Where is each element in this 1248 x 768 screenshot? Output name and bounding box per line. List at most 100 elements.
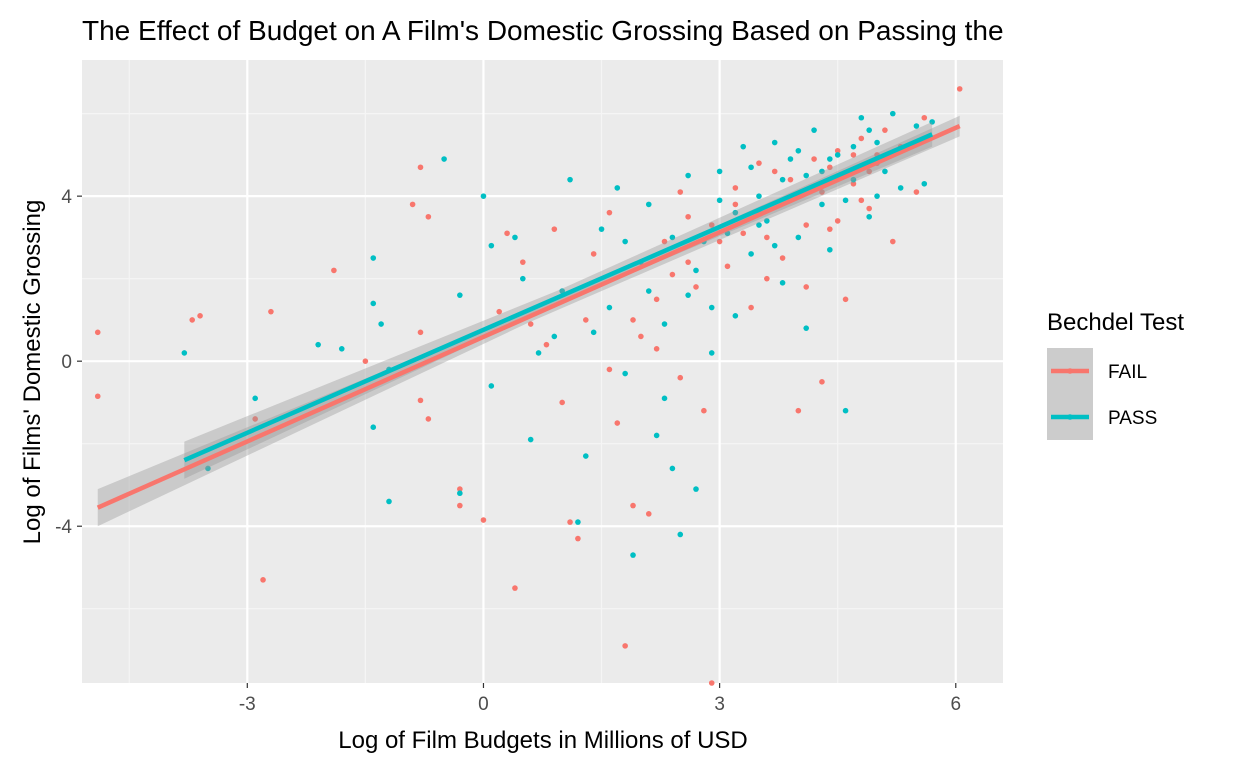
chart-title: The Effect of Budget on A Film's Domesti… bbox=[82, 15, 1004, 46]
point-pass bbox=[630, 552, 636, 558]
point-fail bbox=[693, 284, 699, 290]
point-pass bbox=[386, 498, 392, 505]
point-fail bbox=[882, 127, 888, 133]
point-pass bbox=[803, 172, 810, 179]
point-fail bbox=[677, 189, 684, 195]
point-pass bbox=[748, 251, 754, 257]
point-fail bbox=[850, 180, 857, 187]
x-tick-label: 3 bbox=[714, 694, 725, 715]
point-fail bbox=[260, 577, 266, 583]
point-pass bbox=[457, 490, 463, 497]
point-pass bbox=[756, 222, 762, 228]
point-fail bbox=[701, 407, 707, 414]
point-fail bbox=[409, 201, 416, 208]
point-pass bbox=[842, 197, 849, 204]
point-pass bbox=[779, 176, 786, 183]
point-fail bbox=[716, 238, 723, 245]
plot-panel bbox=[82, 60, 1003, 686]
point-pass bbox=[827, 246, 833, 253]
point-pass bbox=[512, 234, 518, 241]
point-fail bbox=[834, 218, 841, 224]
point-fail bbox=[457, 486, 463, 492]
legend: Bechdel Test FAIL PASS bbox=[1047, 309, 1184, 440]
point-pass bbox=[661, 321, 668, 327]
point-fail bbox=[669, 271, 676, 278]
point-pass bbox=[205, 465, 211, 472]
point-fail bbox=[94, 393, 101, 400]
point-pass bbox=[622, 370, 628, 377]
point-pass bbox=[874, 193, 880, 199]
point-fail bbox=[842, 296, 849, 303]
point-fail bbox=[527, 321, 534, 327]
point-pass bbox=[457, 292, 463, 298]
point-pass bbox=[913, 123, 920, 129]
point-pass bbox=[716, 197, 723, 204]
point-pass bbox=[850, 143, 857, 150]
point-fail bbox=[811, 156, 817, 162]
point-pass bbox=[740, 143, 747, 150]
point-fail bbox=[645, 511, 652, 517]
point-fail bbox=[457, 502, 463, 509]
point-fail bbox=[819, 379, 825, 385]
point-pass bbox=[764, 218, 770, 224]
series-pass-points bbox=[181, 110, 935, 558]
point-pass bbox=[771, 242, 778, 249]
point-pass bbox=[535, 350, 542, 356]
point-pass bbox=[622, 238, 628, 245]
point-pass bbox=[582, 453, 589, 459]
point-pass bbox=[252, 395, 258, 402]
point-fail bbox=[756, 160, 762, 166]
point-pass bbox=[370, 255, 377, 261]
point-pass bbox=[661, 395, 668, 402]
fit-line-fail bbox=[96, 123, 961, 510]
point-pass bbox=[882, 168, 888, 175]
point-pass bbox=[606, 304, 613, 311]
point-pass bbox=[441, 156, 447, 162]
y-tick-label: -4 bbox=[55, 517, 72, 538]
point-fail bbox=[858, 135, 865, 142]
point-fail bbox=[819, 189, 825, 195]
point-pass bbox=[370, 300, 377, 307]
point-pass bbox=[850, 176, 857, 183]
point-pass bbox=[315, 341, 321, 348]
point-pass bbox=[748, 164, 754, 171]
point-pass bbox=[779, 279, 786, 286]
point-fail bbox=[417, 329, 424, 336]
legend-entry-fail: FAIL bbox=[1047, 348, 1147, 394]
point-pass bbox=[338, 346, 345, 352]
point-fail bbox=[708, 680, 715, 686]
point-fail bbox=[630, 502, 636, 509]
legend-key-point bbox=[1067, 368, 1073, 374]
y-tick-label: 4 bbox=[61, 187, 72, 208]
point-fail bbox=[889, 238, 896, 245]
point-pass bbox=[834, 152, 841, 158]
point-fail bbox=[425, 213, 432, 220]
point-pass bbox=[795, 234, 802, 241]
legend-label: PASS bbox=[1108, 408, 1157, 429]
confidence-band-pass bbox=[184, 121, 933, 479]
series-fail-points bbox=[94, 86, 963, 686]
point-pass bbox=[653, 432, 660, 439]
panel-background bbox=[82, 60, 1003, 683]
point-fail bbox=[252, 416, 258, 422]
point-pass bbox=[819, 168, 825, 175]
point-fail bbox=[827, 226, 833, 232]
point-fail bbox=[708, 222, 715, 228]
point-pass bbox=[685, 172, 691, 179]
point-fail bbox=[94, 329, 101, 336]
point-pass bbox=[732, 313, 739, 319]
point-fail bbox=[496, 308, 503, 315]
point-pass bbox=[480, 193, 487, 199]
point-pass bbox=[866, 127, 872, 133]
point-pass bbox=[669, 234, 676, 241]
point-pass bbox=[819, 201, 825, 208]
point-pass bbox=[567, 176, 573, 183]
y-axis-ticks: -4 0 4 bbox=[55, 187, 82, 538]
point-pass bbox=[685, 292, 691, 298]
point-fail bbox=[685, 259, 691, 265]
point-pass bbox=[787, 156, 794, 162]
point-pass bbox=[732, 209, 739, 216]
point-fail bbox=[866, 205, 872, 212]
point-fail bbox=[630, 317, 636, 323]
